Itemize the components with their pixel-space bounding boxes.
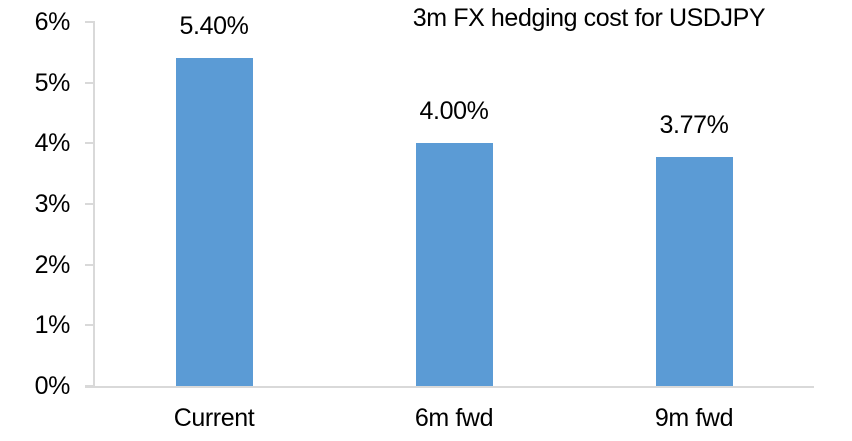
y-tick-mark xyxy=(85,202,95,205)
x-tick-label: Current xyxy=(173,404,255,432)
y-tick-mark xyxy=(85,20,95,23)
x-axis-line xyxy=(85,386,814,388)
x-tick-label: 6m fwd xyxy=(414,404,494,432)
y-tick-label: 0% xyxy=(34,372,71,400)
y-tick-mark xyxy=(85,142,95,145)
y-axis-line xyxy=(93,22,95,388)
y-tick-mark xyxy=(85,81,95,84)
bar-value-label: 5.40% xyxy=(179,12,249,41)
y-tick-label: 5% xyxy=(34,68,71,97)
y-tick-label: 6% xyxy=(34,7,71,36)
chart-title: 3m FX hedging cost for USDJPY xyxy=(412,4,766,32)
bar xyxy=(415,143,493,386)
y-tick-label: 4% xyxy=(34,129,71,158)
y-tick-mark xyxy=(85,385,95,387)
bar-value-label: 3.77% xyxy=(659,111,729,140)
bar xyxy=(655,157,733,386)
y-tick-mark xyxy=(85,324,95,327)
bar-value-label: 4.00% xyxy=(419,97,489,126)
y-tick-mark xyxy=(85,263,95,266)
y-tick-label: 3% xyxy=(34,189,71,218)
bar xyxy=(175,58,253,386)
y-tick-label: 1% xyxy=(34,311,71,340)
y-tick-label: 2% xyxy=(34,250,71,279)
x-tick-label: 9m fwd xyxy=(654,404,734,432)
